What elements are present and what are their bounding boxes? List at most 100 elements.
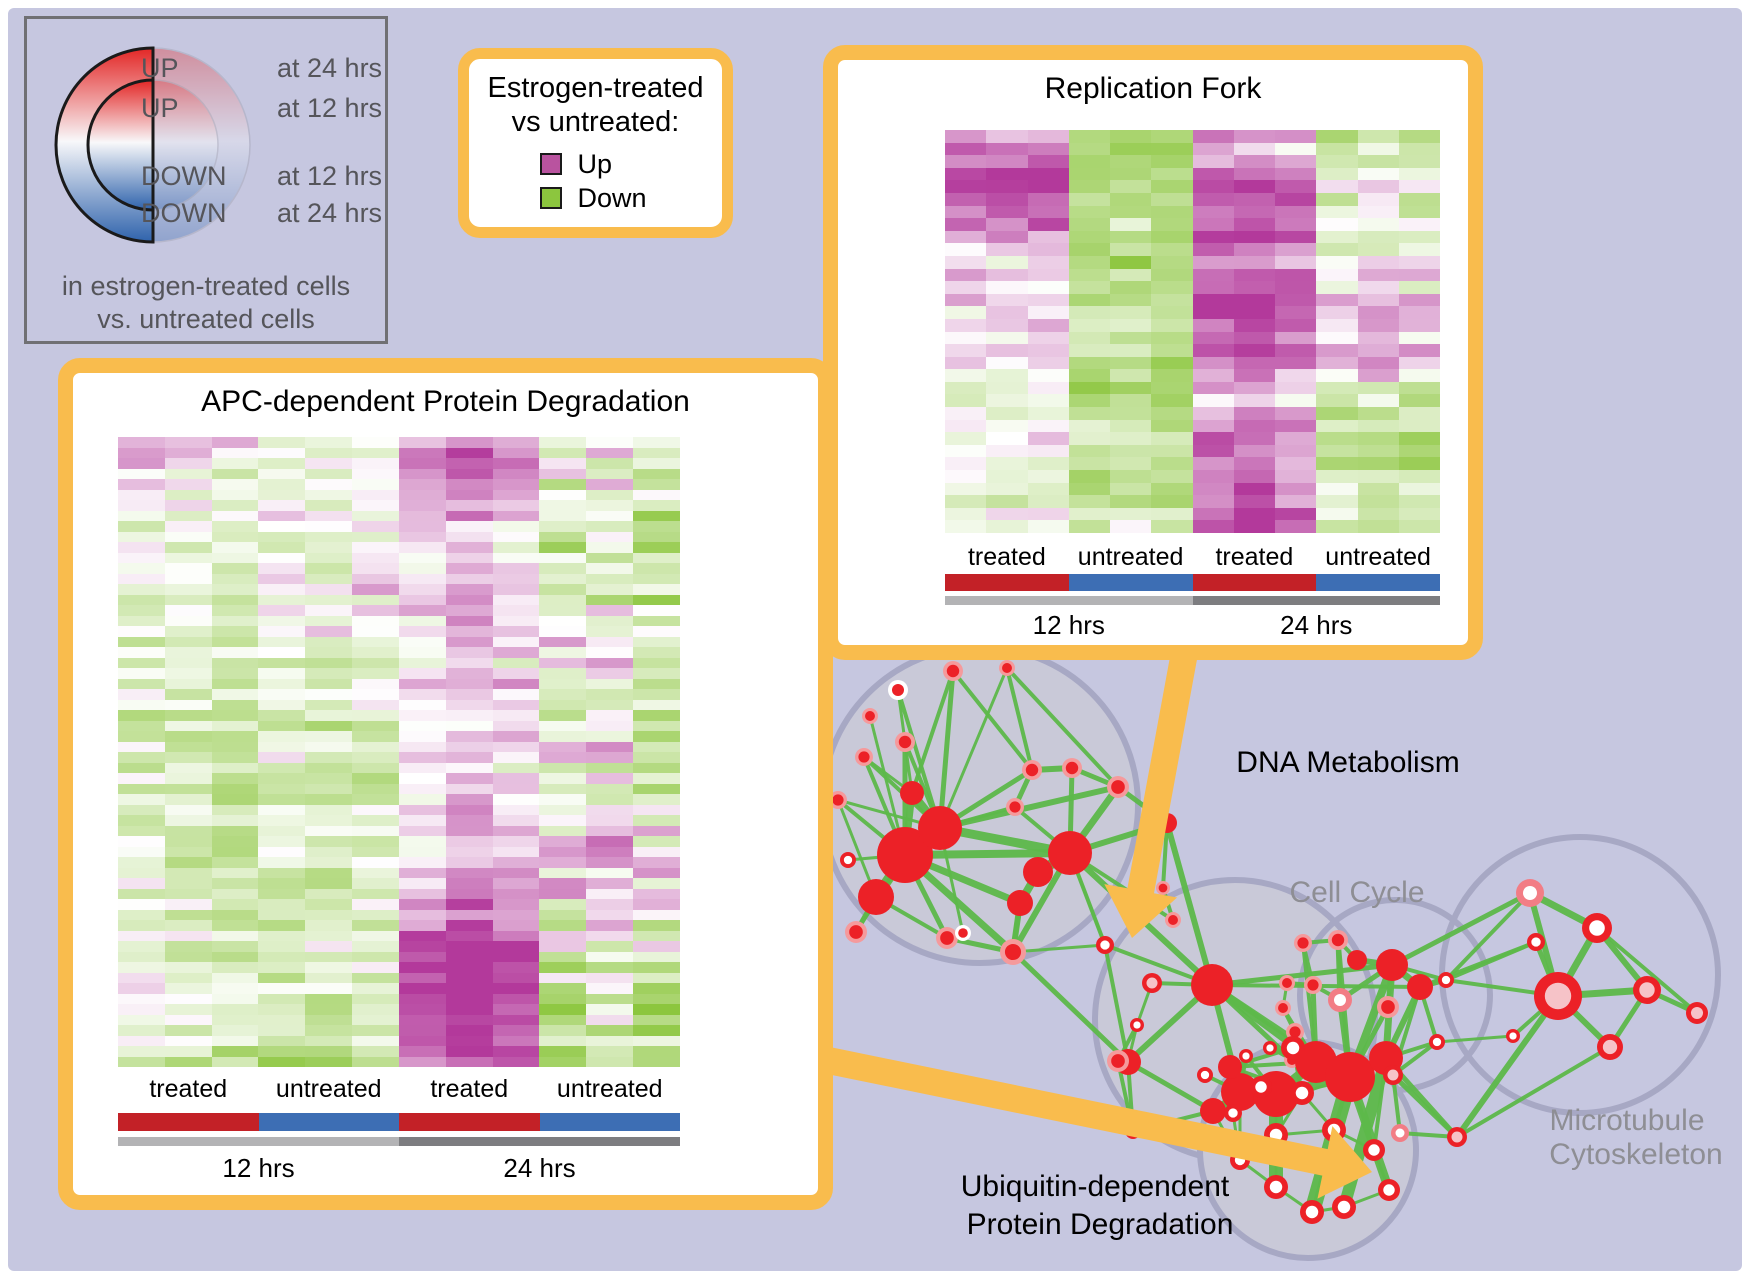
heatmap-cell — [945, 167, 987, 181]
heatmap-cell — [352, 804, 399, 815]
heatmap-cell — [1068, 407, 1110, 420]
heatmap-cell — [1357, 444, 1399, 458]
heatmap-cell — [1110, 369, 1152, 382]
heatmap-cell — [986, 281, 1028, 294]
heatmap-cell — [1192, 520, 1234, 533]
heatmap-cell — [211, 489, 259, 500]
heatmap-cell — [164, 1046, 212, 1057]
heatmap-cell — [1027, 444, 1069, 458]
heatmap-cell — [258, 899, 306, 910]
heatmap-cell — [1357, 180, 1399, 193]
heatmap-cell — [492, 773, 540, 784]
heatmap-cell — [211, 615, 259, 626]
heatmap-cell — [986, 293, 1028, 307]
network-edge — [1103, 943, 1130, 1064]
gene-node-core — [849, 925, 863, 939]
heatmap-cell — [1316, 205, 1358, 219]
heatmap-cell — [539, 500, 587, 511]
heatmap-cell — [633, 447, 680, 458]
heatmap-cell — [539, 909, 587, 920]
heatmap-cell — [211, 605, 259, 616]
heatmap-cell — [1316, 192, 1358, 206]
heatmap-cell — [633, 825, 680, 836]
heatmap-cell — [445, 804, 493, 815]
heatmap-cell — [258, 552, 306, 563]
heatmap-cell — [1316, 394, 1358, 408]
heatmap-cell — [586, 804, 634, 815]
heatmap-cell — [1233, 356, 1275, 370]
heatmap-cell — [398, 636, 446, 647]
fold-legend-circles-icon — [54, 46, 251, 244]
heatmap-cell — [305, 878, 353, 889]
heatmap-cell — [1068, 457, 1110, 471]
heatmap-cell — [586, 647, 634, 658]
heatmap-cell — [539, 447, 587, 458]
heatmap-cell — [352, 636, 399, 647]
heatmap-cell — [1192, 167, 1234, 181]
heatmap-cell — [633, 594, 680, 605]
heatmap-cell — [1110, 356, 1152, 370]
gene-node-core — [1295, 1086, 1309, 1100]
heatmap-cell — [398, 657, 446, 668]
heatmap-cell — [492, 552, 540, 563]
heatmap-cell — [539, 584, 587, 595]
heatmap-cell — [586, 510, 634, 521]
heatmap-cell — [539, 563, 587, 574]
heatmap-cell — [211, 458, 259, 469]
heatmap-cell — [164, 762, 212, 773]
heatmap-cell — [352, 689, 399, 700]
updown-legend-title-line1: Estrogen-treated — [487, 72, 704, 104]
heatmap-cell — [1027, 180, 1069, 193]
heatmap-cell — [398, 437, 446, 448]
heatmap-cell — [211, 983, 259, 994]
heatmap-cell — [986, 268, 1028, 282]
heatmap-cell — [398, 699, 446, 710]
heatmap-cell — [118, 951, 165, 962]
heatmap-cell — [586, 563, 634, 574]
heatmap-cell — [586, 636, 634, 647]
heatmap-cell — [118, 584, 165, 595]
heatmap-cell — [586, 710, 634, 721]
heatmap-cell — [352, 479, 399, 490]
apc-time-colorbar — [118, 1137, 680, 1146]
gene-node-core — [1690, 1006, 1704, 1020]
heatmap-cell — [398, 972, 446, 983]
gene-node-solid — [1048, 831, 1092, 875]
heatmap-cell — [539, 521, 587, 532]
heatmap-cell — [1068, 470, 1110, 483]
heatmap-cell — [211, 836, 259, 847]
heatmap-cell — [305, 993, 353, 1004]
heatmap-cell — [305, 1056, 353, 1067]
network-edge — [896, 688, 942, 830]
heatmap-cell — [492, 521, 540, 532]
heatmap-cell — [492, 531, 540, 542]
heatmap-cell — [398, 447, 446, 458]
heatmap-cell — [1275, 180, 1317, 193]
heatmap-cell — [1151, 356, 1193, 370]
heatmap-cell — [211, 794, 259, 805]
heatmap-cell — [986, 482, 1028, 496]
heatmap-cell — [258, 773, 306, 784]
heatmap-cell — [986, 205, 1028, 219]
heatmap-cell — [1110, 482, 1152, 496]
heatmap-cell — [352, 594, 399, 605]
heatmap-cell — [633, 972, 680, 983]
heatmap-cell — [118, 815, 165, 826]
heatmap-cell — [1233, 344, 1275, 357]
heatmap-cell — [1398, 331, 1440, 345]
heatmap-cell — [258, 542, 306, 553]
condition-bar-segment — [1192, 574, 1317, 591]
heatmap-cell — [211, 899, 259, 910]
heatmap-cell — [398, 804, 446, 815]
heatmap-cell — [586, 836, 634, 847]
gene-node-solid — [1007, 890, 1033, 916]
heatmap-cell — [633, 636, 680, 647]
heatmap-cell — [586, 468, 634, 479]
heatmap-cell — [1192, 419, 1234, 433]
heatmap-cell — [258, 626, 306, 637]
heatmap-cell — [1027, 142, 1069, 156]
heatmap-cell — [586, 1014, 634, 1025]
heatmap-cell — [118, 1056, 165, 1067]
legend-swatch-icon — [539, 153, 562, 175]
heatmap-cell — [1027, 457, 1069, 471]
